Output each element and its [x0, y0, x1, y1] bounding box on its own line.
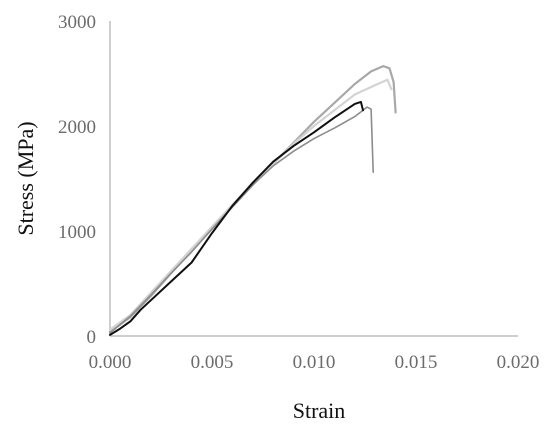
- x-axis-title: Strain: [293, 398, 346, 423]
- plot-area: [108, 21, 518, 337]
- series-line-2: [108, 78, 393, 331]
- y-tick-label: 2000: [58, 117, 96, 138]
- series-line-4: [109, 100, 364, 336]
- y-axis-title: Stress (MPa): [13, 121, 38, 235]
- x-tick-labels: 0.000 0.005 0.010 0.015 0.020: [89, 352, 540, 373]
- x-tick-label: 0.015: [395, 352, 438, 373]
- x-tick-label: 0.010: [293, 352, 336, 373]
- y-tick-label: 3000: [58, 12, 96, 33]
- series-line-3: [109, 106, 375, 334]
- series-layer: [108, 64, 397, 336]
- x-tick-label: 0.000: [89, 352, 132, 373]
- x-tick-label: 0.020: [497, 352, 540, 373]
- y-tick-label: 1000: [58, 222, 96, 243]
- x-tick-label: 0.005: [191, 352, 234, 373]
- y-tick-labels: 0 1000 2000 3000: [58, 12, 96, 348]
- y-tick-label: 0: [87, 327, 97, 348]
